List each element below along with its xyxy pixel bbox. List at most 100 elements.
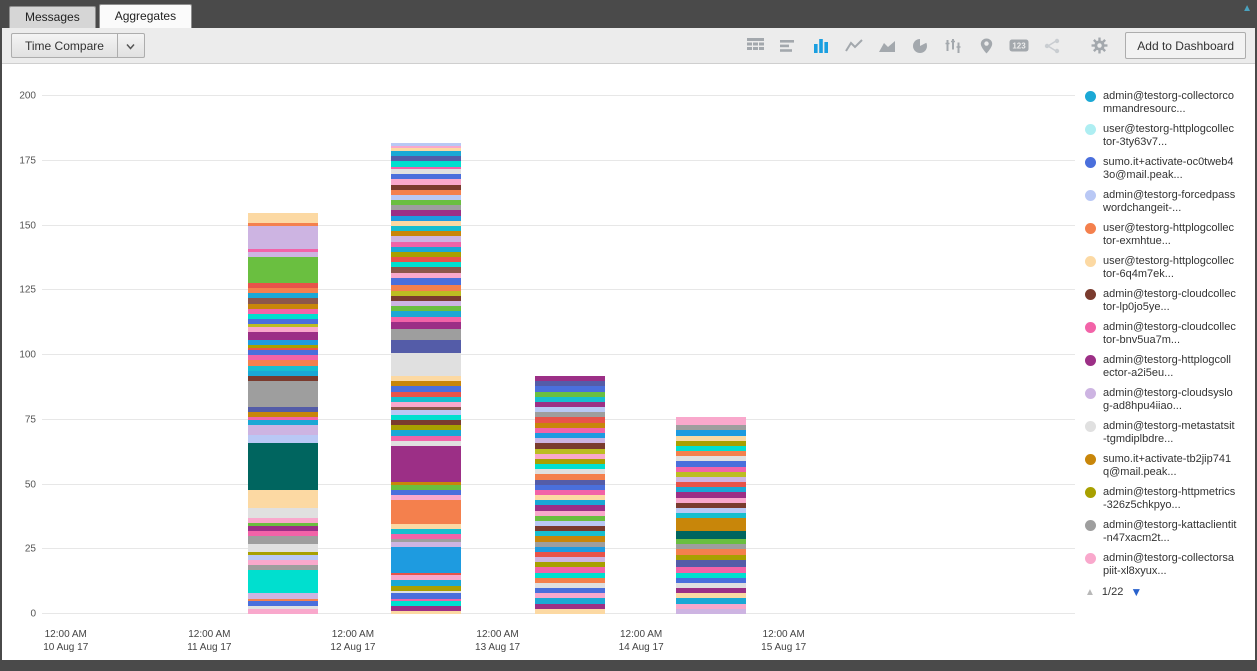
- bar-segment[interactable]: [534, 582, 605, 589]
- bar-segment[interactable]: [247, 412, 318, 418]
- bar-segment[interactable]: [676, 577, 747, 583]
- bar-segment[interactable]: [534, 557, 605, 563]
- bar-segment[interactable]: [534, 546, 605, 552]
- bar-segment[interactable]: [247, 326, 318, 332]
- bar-segment[interactable]: [534, 427, 605, 433]
- scroll-up-icon[interactable]: ▲: [1242, 3, 1252, 14]
- bar-segment[interactable]: [391, 272, 462, 278]
- bar-segment[interactable]: [391, 267, 462, 273]
- bar-segment[interactable]: [247, 256, 318, 283]
- bar-segment[interactable]: [247, 417, 318, 420]
- bar-segment[interactable]: [391, 205, 462, 211]
- bar-segment[interactable]: [247, 598, 318, 602]
- bar-segment[interactable]: [391, 440, 462, 446]
- bar-segment[interactable]: [247, 288, 318, 294]
- bar-segment[interactable]: [391, 169, 462, 175]
- bar-segment[interactable]: [247, 347, 318, 351]
- legend-item[interactable]: admin@testorg-httplogcollector-a2i5eu...: [1085, 354, 1251, 380]
- bar-segment[interactable]: [391, 257, 462, 263]
- bar-segment[interactable]: [391, 143, 462, 146]
- column-chart-icon[interactable]: [811, 36, 831, 56]
- bar-segment[interactable]: [247, 526, 318, 532]
- bar-segment[interactable]: [676, 425, 747, 431]
- bar-segment[interactable]: [247, 331, 318, 340]
- bar-segment[interactable]: [391, 166, 462, 170]
- bar-segment[interactable]: [534, 381, 605, 387]
- bar-segment[interactable]: [391, 580, 462, 586]
- bar-segment[interactable]: [534, 577, 605, 583]
- bar-segment[interactable]: [676, 466, 747, 472]
- bar-segment[interactable]: [676, 487, 747, 493]
- bar-segment[interactable]: [391, 329, 462, 340]
- stacked-bar-13-aug-17[interactable]: [534, 96, 605, 614]
- stacked-bar-12-aug-17[interactable]: [391, 96, 462, 614]
- bar-segment[interactable]: [391, 409, 462, 415]
- bar-segment[interactable]: [247, 370, 318, 376]
- bar-segment[interactable]: [391, 220, 462, 226]
- bar-segment[interactable]: [391, 246, 462, 252]
- bar-segment[interactable]: [391, 161, 462, 167]
- bar-segment[interactable]: [534, 386, 605, 392]
- bar-segment[interactable]: [391, 339, 462, 353]
- bar-segment[interactable]: [247, 559, 318, 565]
- bar-segment[interactable]: [534, 407, 605, 413]
- bar-segment[interactable]: [676, 582, 747, 589]
- bar-segment[interactable]: [247, 308, 318, 314]
- bar-segment[interactable]: [247, 507, 318, 519]
- bar-segment[interactable]: [534, 515, 605, 521]
- bar-segment[interactable]: [391, 321, 462, 330]
- bar-segment[interactable]: [391, 489, 462, 496]
- bar-segment[interactable]: [676, 476, 747, 483]
- bar-segment[interactable]: [534, 541, 605, 547]
- bar-segment[interactable]: [391, 541, 462, 547]
- bar-rows-icon[interactable]: [778, 36, 798, 56]
- bar-segment[interactable]: [534, 484, 605, 490]
- bar-segment[interactable]: [676, 539, 747, 545]
- bar-segment[interactable]: [534, 412, 605, 418]
- bar-segment[interactable]: [391, 430, 462, 436]
- bar-segment[interactable]: [391, 435, 462, 441]
- bar-segment[interactable]: [247, 564, 318, 571]
- bar-segment[interactable]: [534, 469, 605, 475]
- bar-segment[interactable]: [676, 502, 747, 508]
- bar-segment[interactable]: [247, 293, 318, 299]
- bar-segment[interactable]: [391, 290, 462, 296]
- bar-segment[interactable]: [676, 430, 747, 436]
- time-compare-dropdown[interactable]: [117, 33, 145, 58]
- bar-segment[interactable]: [391, 445, 462, 483]
- bar-segment[interactable]: [247, 313, 318, 320]
- bar-segment[interactable]: [534, 438, 605, 444]
- bar-segment[interactable]: [247, 360, 318, 366]
- single-value-icon[interactable]: 123: [1009, 36, 1029, 56]
- bar-segment[interactable]: [676, 554, 747, 560]
- bar-segment[interactable]: [247, 570, 318, 594]
- legend-item[interactable]: admin@testorg-cloudsyslog-ad8hpu4iiao...: [1085, 387, 1251, 413]
- bar-segment[interactable]: [676, 461, 747, 467]
- bar-segment[interactable]: [391, 306, 462, 312]
- bar-segment[interactable]: [676, 567, 747, 573]
- bar-segment[interactable]: [676, 593, 747, 599]
- bar-segment[interactable]: [247, 298, 318, 304]
- bar-segment[interactable]: [534, 495, 605, 501]
- bar-segment[interactable]: [391, 533, 462, 540]
- bar-segment[interactable]: [534, 464, 605, 470]
- legend-item[interactable]: admin@testorg-forcedpasswordchangeit-...: [1085, 189, 1251, 215]
- bar-segment[interactable]: [247, 544, 318, 552]
- bar-segment[interactable]: [534, 458, 605, 465]
- bar-segment[interactable]: [391, 546, 462, 573]
- bar-segment[interactable]: [391, 495, 462, 501]
- bar-segment[interactable]: [676, 445, 747, 452]
- bar-segment[interactable]: [247, 381, 318, 407]
- bar-segment[interactable]: [391, 601, 462, 607]
- bar-segment[interactable]: [247, 435, 318, 444]
- bar-segment[interactable]: [391, 277, 462, 286]
- legend-item[interactable]: user@testorg-httplogcollector-6q4m7ek...: [1085, 255, 1251, 281]
- add-to-dashboard-button[interactable]: Add to Dashboard: [1125, 32, 1246, 59]
- bar-segment[interactable]: [247, 601, 318, 607]
- bar-segment[interactable]: [676, 417, 747, 426]
- bar-segment[interactable]: [534, 551, 605, 558]
- bar-segment[interactable]: [391, 352, 462, 377]
- legend-item[interactable]: user@testorg-httplogcollector-exmhtue...: [1085, 222, 1251, 248]
- bar-segment[interactable]: [676, 451, 747, 457]
- tab-messages[interactable]: Messages: [9, 6, 96, 28]
